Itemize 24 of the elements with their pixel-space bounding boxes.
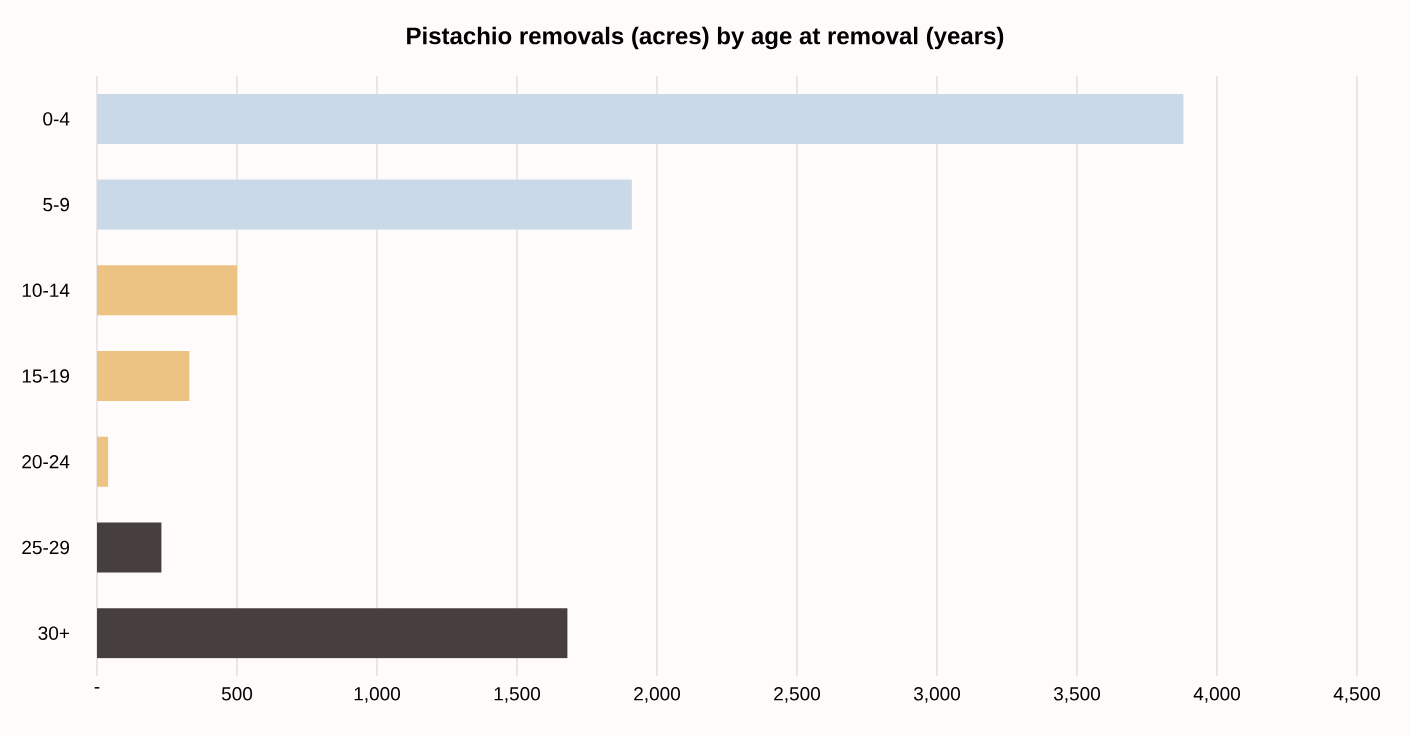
x-tick-label: - [94,687,100,689]
bar [97,522,162,573]
x-tick-label: 500 [221,687,253,701]
y-tick-label: 5-9 [43,197,70,212]
bar [97,93,1184,144]
x-tick-label: 3,500 [1053,687,1101,703]
y-tick-label: 15-19 [22,369,70,383]
x-tick-label: 2,500 [774,687,821,703]
bar [97,351,190,402]
y-tick-label: 10-14 [22,283,70,298]
x-tick-label: 4,500 [1333,687,1381,703]
y-tick-label: 0-4 [43,112,70,126]
x-tick-label: 2,000 [634,687,681,703]
y-tick-label: 30+ [38,626,69,640]
x-tick-label: 1,000 [354,687,401,703]
chart-title: Pistachio removals (acres) by age at removal (years) [407,26,1004,50]
y-tick-label: 20-24 [22,455,70,469]
y-tick-label: 25-29 [22,540,70,555]
bar [97,265,237,316]
bar [97,179,632,230]
bar [97,608,568,659]
x-tick-label: 1,500 [494,687,541,703]
x-tick-label: 4,000 [1193,687,1241,703]
x-tick-label: 3,000 [913,687,961,703]
